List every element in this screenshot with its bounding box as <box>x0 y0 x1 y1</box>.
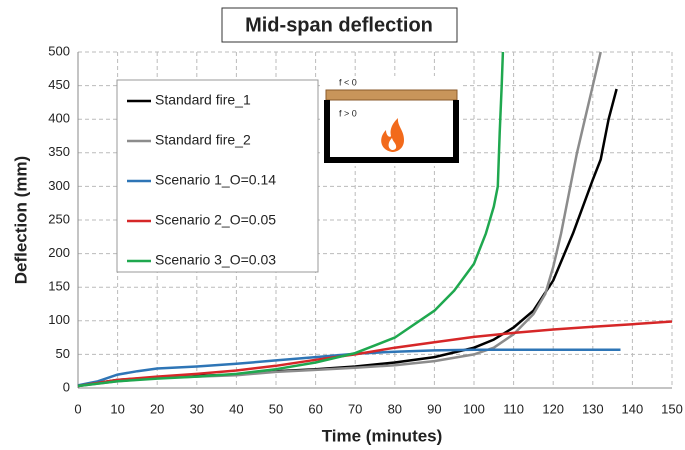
legend-label: Standard fire_2 <box>155 132 251 148</box>
y-tick-label: 450 <box>48 77 70 92</box>
inset-diagram: f < 0 f > 0 <box>322 76 462 166</box>
x-tick-label: 50 <box>269 401 283 416</box>
legend-label: Scenario 3_O=0.03 <box>155 252 276 268</box>
y-tick-label: 0 <box>63 379 70 394</box>
x-tick-label: 70 <box>348 401 362 416</box>
legend-label: Standard fire_1 <box>155 92 251 108</box>
y-tick-label: 200 <box>48 245 70 260</box>
x-tick-label: 120 <box>542 401 564 416</box>
y-axis-label: Deflection (mm) <box>11 156 30 284</box>
title-box <box>221 7 458 43</box>
x-tick-label: 80 <box>388 401 402 416</box>
annotation: f < 0 <box>339 77 357 87</box>
y-tick-label: 500 <box>48 43 70 58</box>
x-tick-label: 30 <box>190 401 204 416</box>
x-tick-label: 0 <box>74 401 81 416</box>
beam <box>325 89 458 101</box>
x-tick-label: 100 <box>463 401 485 416</box>
legend-label: Scenario 1_O=0.14 <box>155 172 276 188</box>
y-tick-label: 300 <box>48 178 70 193</box>
x-tick-label: 10 <box>110 401 124 416</box>
y-tick-label: 350 <box>48 144 70 159</box>
x-tick-label: 60 <box>308 401 322 416</box>
annotation: f > 0 <box>339 108 357 118</box>
enclosure <box>324 100 459 163</box>
chart-title: Mid-span deflection <box>245 14 433 36</box>
legend-label: Scenario 2_O=0.05 <box>155 212 276 228</box>
y-tick-label: 400 <box>48 111 70 126</box>
x-tick-label: 20 <box>150 401 164 416</box>
x-tick-label: 150 <box>661 401 683 416</box>
x-tick-label: 40 <box>229 401 243 416</box>
series-line <box>77 320 673 388</box>
series-line <box>77 51 505 388</box>
y-tick-label: 150 <box>48 279 70 294</box>
x-axis-label: Time (minutes) <box>322 426 443 445</box>
x-tick-label: 130 <box>582 401 604 416</box>
y-tick-label: 100 <box>48 312 70 327</box>
y-tick-label: 50 <box>56 346 70 361</box>
legend-box <box>116 79 319 273</box>
series-line <box>77 348 621 387</box>
y-tick-label: 250 <box>48 211 70 226</box>
fire-icon <box>381 118 404 152</box>
x-tick-label: 90 <box>427 401 441 416</box>
fire-core <box>388 138 397 150</box>
x-tick-label: 110 <box>503 401 524 416</box>
x-tick-label: 140 <box>622 401 644 416</box>
